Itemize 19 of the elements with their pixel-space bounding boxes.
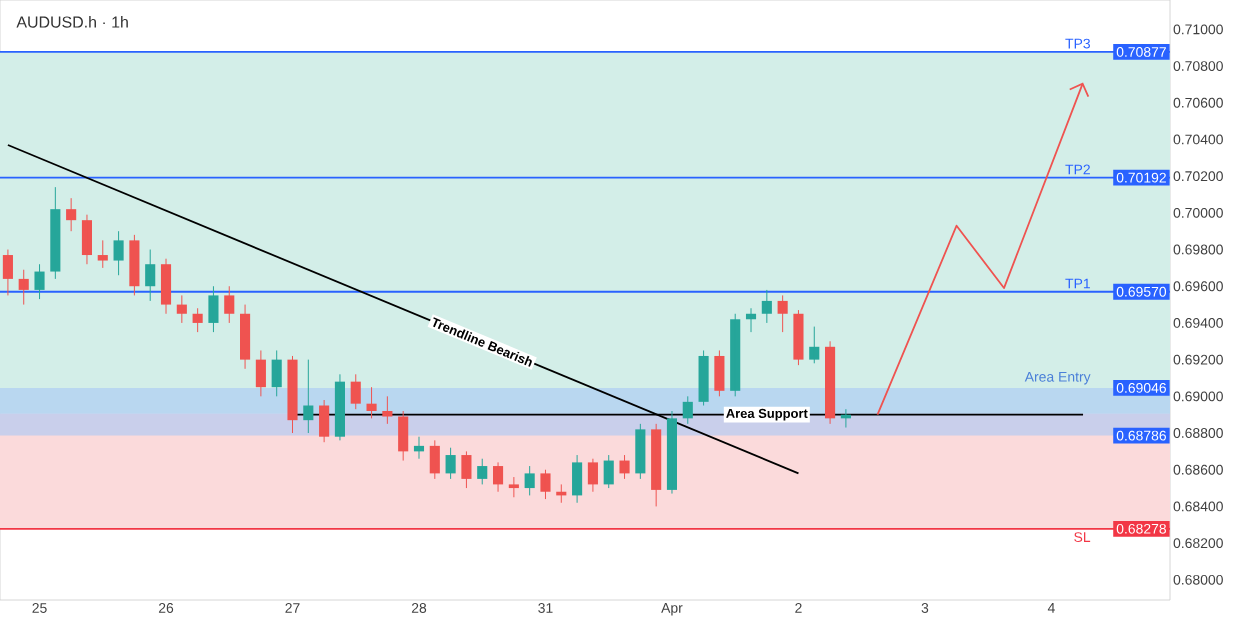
candlestick	[540, 469, 551, 500]
candlestick	[208, 285, 219, 333]
candlestick	[524, 465, 535, 496]
candlestick	[730, 313, 741, 397]
candlestick	[777, 294, 788, 333]
candlestick	[619, 454, 630, 480]
candlestick	[761, 289, 772, 324]
candlestick	[287, 355, 298, 434]
candlestick	[809, 326, 820, 364]
candlestick	[224, 285, 235, 324]
candlestick	[477, 458, 488, 485]
candlestick	[50, 186, 61, 280]
candlestick	[651, 423, 662, 507]
candlestick	[34, 263, 45, 300]
candlestick	[461, 450, 472, 489]
candlestick	[113, 230, 124, 276]
candlestick	[97, 239, 108, 269]
candlestick	[382, 395, 393, 425]
candlestick	[793, 309, 804, 366]
